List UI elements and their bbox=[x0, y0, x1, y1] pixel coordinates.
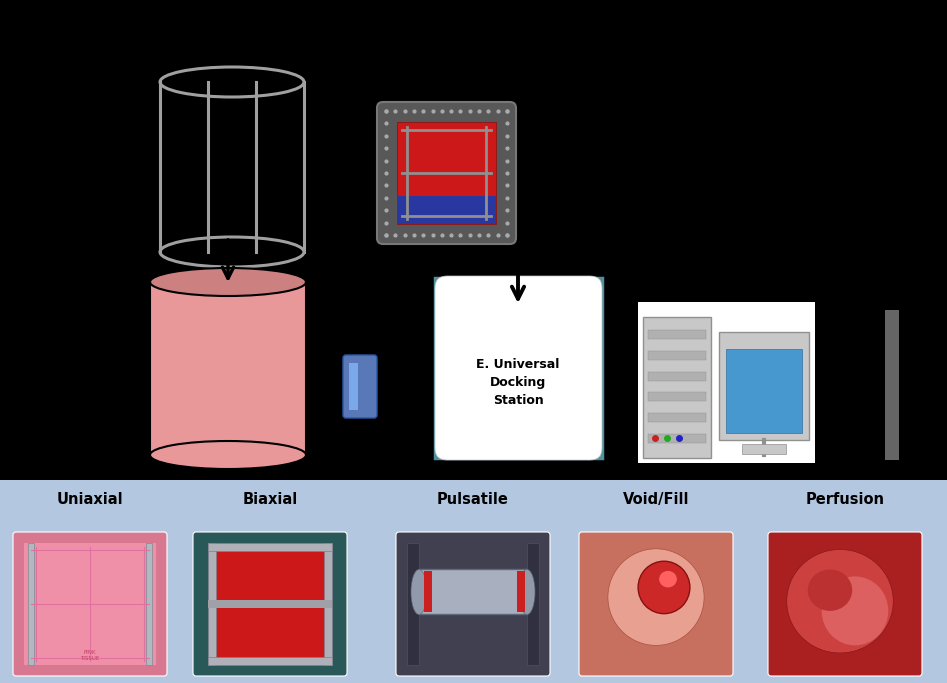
Bar bbox=[527, 543, 539, 665]
Bar bbox=[435, 278, 602, 458]
Ellipse shape bbox=[638, 561, 690, 613]
Text: Biaxial: Biaxial bbox=[242, 492, 297, 507]
Text: PINK
TISSUE: PINK TISSUE bbox=[80, 650, 99, 661]
FancyBboxPatch shape bbox=[193, 532, 347, 676]
Bar bbox=[208, 543, 332, 551]
FancyBboxPatch shape bbox=[768, 532, 922, 676]
FancyBboxPatch shape bbox=[377, 102, 516, 244]
Bar bbox=[419, 569, 527, 614]
FancyBboxPatch shape bbox=[435, 276, 602, 460]
Ellipse shape bbox=[411, 570, 427, 615]
Text: E. Universal
Docking
Station: E. Universal Docking Station bbox=[476, 358, 560, 407]
Bar bbox=[349, 363, 358, 410]
Bar bbox=[648, 413, 706, 422]
Bar bbox=[0, 480, 947, 683]
Bar bbox=[638, 302, 815, 463]
Bar bbox=[517, 571, 525, 612]
Bar bbox=[648, 372, 706, 380]
Text: Pulsatile: Pulsatile bbox=[438, 492, 509, 507]
Text: Uniaxial: Uniaxial bbox=[57, 492, 123, 507]
Ellipse shape bbox=[150, 441, 306, 469]
Bar bbox=[28, 543, 34, 665]
Bar bbox=[648, 351, 706, 360]
Bar bbox=[208, 600, 332, 608]
Text: Void/Fill: Void/Fill bbox=[623, 492, 689, 507]
Bar bbox=[648, 330, 706, 339]
Ellipse shape bbox=[659, 571, 677, 587]
FancyBboxPatch shape bbox=[13, 532, 167, 676]
FancyBboxPatch shape bbox=[579, 532, 733, 676]
FancyBboxPatch shape bbox=[396, 532, 550, 676]
Bar bbox=[726, 349, 802, 433]
Bar bbox=[719, 332, 809, 440]
Bar bbox=[397, 196, 496, 224]
Text: Perfusion: Perfusion bbox=[806, 492, 884, 507]
Bar bbox=[324, 543, 332, 665]
Bar bbox=[214, 550, 326, 658]
Bar bbox=[643, 317, 711, 458]
Bar bbox=[150, 282, 306, 455]
Bar bbox=[208, 543, 216, 665]
Bar bbox=[146, 543, 152, 665]
Ellipse shape bbox=[822, 576, 888, 645]
Ellipse shape bbox=[808, 570, 852, 611]
Bar bbox=[424, 571, 432, 612]
Ellipse shape bbox=[519, 570, 535, 615]
Ellipse shape bbox=[150, 268, 306, 296]
Ellipse shape bbox=[787, 550, 893, 653]
Bar bbox=[208, 657, 332, 665]
Bar bbox=[742, 444, 786, 454]
Bar bbox=[885, 310, 899, 460]
Bar bbox=[407, 543, 419, 665]
Bar bbox=[648, 393, 706, 402]
Bar bbox=[648, 434, 706, 443]
Ellipse shape bbox=[608, 549, 705, 645]
Bar bbox=[24, 543, 156, 665]
FancyBboxPatch shape bbox=[343, 355, 377, 418]
Bar bbox=[397, 122, 496, 224]
